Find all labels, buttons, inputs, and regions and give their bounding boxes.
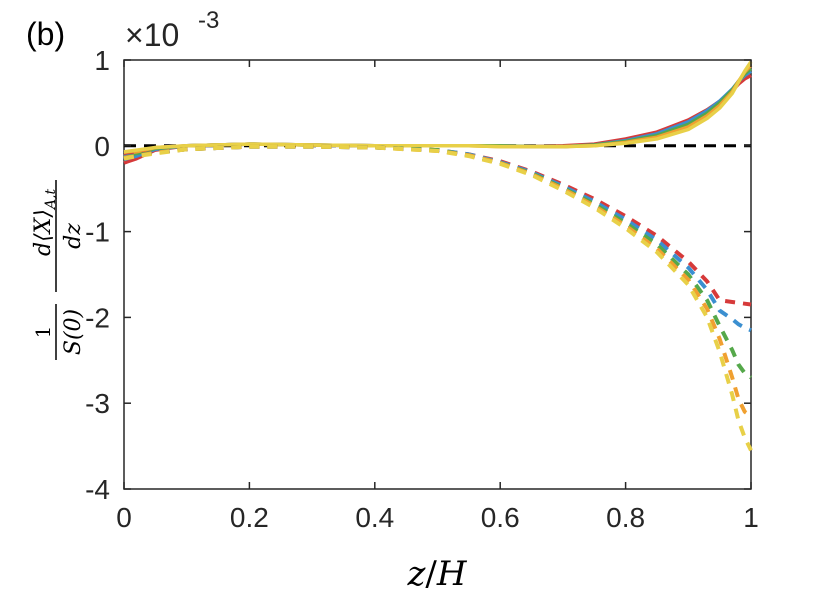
y-multiplier-exponent: -3: [198, 7, 219, 34]
y-label-frac1-den: S(0): [61, 309, 86, 355]
series-line-5: [123, 60, 753, 154]
x-tick-labels: 0 0.2 0.4 0.6 0.8 1: [116, 502, 759, 533]
x-tick-label: 0: [116, 502, 132, 533]
x-axis-label-slash: /: [425, 554, 437, 594]
y-tick-label: -4: [85, 474, 110, 505]
y-tick-label: 1: [94, 45, 110, 76]
y-tick-label: -2: [85, 302, 110, 333]
y-tick-labels: 1 0 -1 -2 -3 -4: [85, 45, 110, 505]
y-label-frac2-den: dz: [61, 223, 86, 249]
y-label-frac1-num: 1: [31, 326, 55, 339]
x-axis-label: z/H: [406, 554, 467, 594]
y-axis-label: 1 S(0) d⟨X⟩A,t dz: [31, 180, 86, 360]
y-label-frac2-num: d⟨X⟩A,t: [31, 189, 59, 256]
y-multiplier: ×10: [125, 17, 179, 53]
plot-area: [123, 59, 753, 490]
ticks: [123, 59, 752, 490]
x-axis-label-z: z: [406, 554, 426, 594]
axes-frame: [123, 59, 752, 490]
y-tick-label: 0: [94, 131, 110, 162]
x-axis-label-h: H: [436, 554, 468, 594]
series-group: [123, 60, 753, 452]
x-tick-label: 1: [743, 502, 759, 533]
y-tick-label: -1: [85, 217, 110, 248]
x-tick-label: 0.6: [481, 502, 520, 533]
x-tick-label: 0.4: [355, 502, 394, 533]
y-multiplier-base: ×10: [125, 17, 179, 53]
x-tick-label: 0.8: [606, 502, 645, 533]
series-line-10: [123, 144, 753, 452]
panel-label: (b): [26, 16, 65, 52]
y-tick-label: -3: [85, 388, 110, 419]
x-tick-label: 0.2: [230, 502, 269, 533]
